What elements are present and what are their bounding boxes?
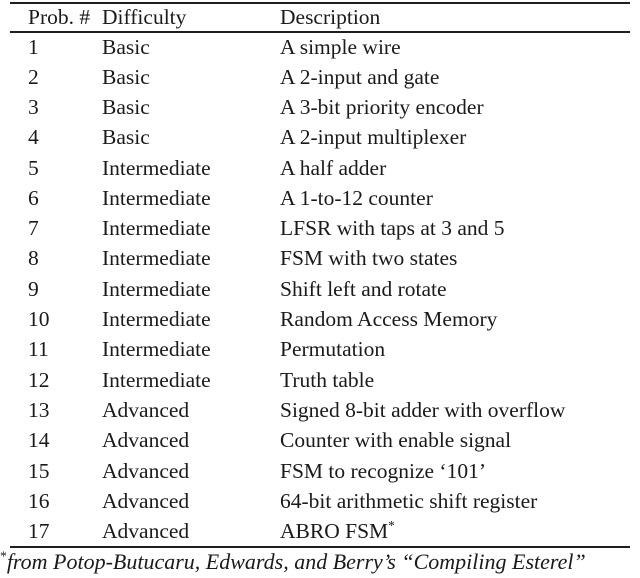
cell-difficulty: Intermediate bbox=[102, 276, 211, 301]
cell-prob-number: 1 bbox=[28, 34, 39, 59]
header-row: Prob. # Difficulty Description bbox=[10, 2, 630, 33]
cell-prob-number: 3 bbox=[28, 94, 39, 119]
cell-difficulty: Intermediate bbox=[102, 155, 211, 180]
cell-difficulty: Basic bbox=[102, 94, 150, 119]
cell-difficulty: Advanced bbox=[102, 518, 190, 543]
cell-description: A 2-input multiplexer bbox=[280, 125, 467, 150]
cell-difficulty: Intermediate bbox=[102, 337, 211, 362]
problems-table: Prob. # Difficulty Description 1 Basic A s… bbox=[10, 2, 630, 548]
cell-difficulty: Basic bbox=[102, 64, 150, 89]
cell-description: Truth table bbox=[280, 367, 375, 392]
table-row: 10 Intermediate Random Access Memory bbox=[10, 305, 630, 335]
cell-prob-number: 14 bbox=[28, 428, 50, 453]
column-header-prob: Prob. # bbox=[10, 2, 102, 33]
cell-prob-number: 7 bbox=[28, 216, 39, 241]
cell-prob-number: 2 bbox=[28, 64, 39, 89]
table-row: 11 Intermediate Permutation bbox=[10, 335, 630, 365]
table-row: 7 Intermediate LFSR with taps at 3 and 5 bbox=[10, 214, 630, 244]
cell-description: LFSR with taps at 3 and 5 bbox=[280, 216, 505, 241]
cell-prob-number: 10 bbox=[28, 307, 50, 332]
cell-description: Random Access Memory bbox=[280, 307, 498, 332]
cell-difficulty: Advanced bbox=[102, 428, 190, 453]
table-row: 9 Intermediate Shift left and rotate bbox=[10, 274, 630, 304]
cell-prob-number: 9 bbox=[28, 276, 39, 301]
cell-difficulty: Intermediate bbox=[102, 185, 211, 210]
cell-prob-number: 8 bbox=[28, 246, 39, 271]
cell-difficulty: Intermediate bbox=[102, 216, 211, 241]
table-row: 17 Advanced ABRO FSM* bbox=[10, 517, 630, 547]
cell-description: FSM to recognize ‘101’ bbox=[280, 458, 487, 483]
table-row: 14 Advanced Counter with enable signal bbox=[10, 426, 630, 456]
cell-description: A 2-input and gate bbox=[280, 64, 440, 89]
footnote-text: from Potop-Butucaru, Edwards, and Berry’… bbox=[6, 549, 586, 574]
cell-difficulty: Intermediate bbox=[102, 246, 211, 271]
footnote: *from Potop-Butucaru, Edwards, and Berry… bbox=[0, 549, 640, 575]
cell-description: A simple wire bbox=[280, 34, 401, 59]
table-row: 16 Advanced 64-bit arithmetic shift regist… bbox=[10, 486, 630, 516]
cell-difficulty: Advanced bbox=[102, 488, 190, 513]
table-row: 2 Basic A 2-input and gate bbox=[10, 62, 630, 92]
table-row: 5 Intermediate A half adder bbox=[10, 153, 630, 183]
cell-prob-number: 16 bbox=[28, 488, 50, 513]
cell-prob-number: 17 bbox=[28, 518, 50, 543]
table-row: 3 Basic A 3-bit priority encoder bbox=[10, 93, 630, 123]
table-row: 15 Advanced FSM to recognize ‘101’ bbox=[10, 456, 630, 486]
column-header-description: Description bbox=[280, 2, 630, 33]
table-row: 8 Intermediate FSM with two states bbox=[10, 244, 630, 274]
table-body: 1 Basic A simple wire 2 Basic A 2-input and g… bbox=[10, 32, 630, 548]
table-row: 6 Intermediate A 1-to-12 counter bbox=[10, 183, 630, 213]
table-row: 4 Basic A 2-input multiplexer bbox=[10, 123, 630, 153]
cell-description: ABRO FSM* bbox=[280, 517, 395, 543]
cell-prob-number: 4 bbox=[28, 125, 39, 150]
cell-description: A 3-bit priority encoder bbox=[280, 94, 484, 119]
cell-difficulty: Intermediate bbox=[102, 367, 211, 392]
cell-prob-number: 12 bbox=[28, 367, 50, 392]
cell-prob-number: 11 bbox=[28, 337, 49, 362]
footnote-reference-marker: * bbox=[388, 517, 395, 533]
cell-description: A 1-to-12 counter bbox=[280, 185, 433, 210]
table-header: Prob. # Difficulty Description bbox=[10, 2, 630, 33]
cell-description: FSM with two states bbox=[280, 246, 458, 271]
table-row: 12 Intermediate Truth table bbox=[10, 365, 630, 395]
cell-difficulty: Basic bbox=[102, 125, 150, 150]
cell-prob-number: 6 bbox=[28, 185, 39, 210]
cell-description: Signed 8-bit adder with overflow bbox=[280, 397, 566, 422]
cell-description: Counter with enable signal bbox=[280, 428, 512, 453]
cell-description: Shift left and rotate bbox=[280, 276, 447, 301]
cell-difficulty: Advanced bbox=[102, 397, 190, 422]
table-row: 13 Advanced Signed 8-bit adder with overfl… bbox=[10, 396, 630, 426]
cell-description: 64-bit arithmetic shift register bbox=[280, 488, 538, 513]
cell-prob-number: 13 bbox=[28, 397, 50, 422]
cell-description: Permutation bbox=[280, 337, 386, 362]
cell-difficulty: Advanced bbox=[102, 458, 190, 483]
table-row: 1 Basic A simple wire bbox=[10, 32, 630, 62]
cell-difficulty: Basic bbox=[102, 34, 150, 59]
column-header-difficulty: Difficulty bbox=[102, 2, 280, 33]
cell-difficulty: Intermediate bbox=[102, 307, 211, 332]
cell-prob-number: 5 bbox=[28, 155, 39, 180]
footnote-marker: * bbox=[0, 548, 7, 564]
cell-description: A half adder bbox=[280, 155, 387, 180]
cell-prob-number: 15 bbox=[28, 458, 50, 483]
